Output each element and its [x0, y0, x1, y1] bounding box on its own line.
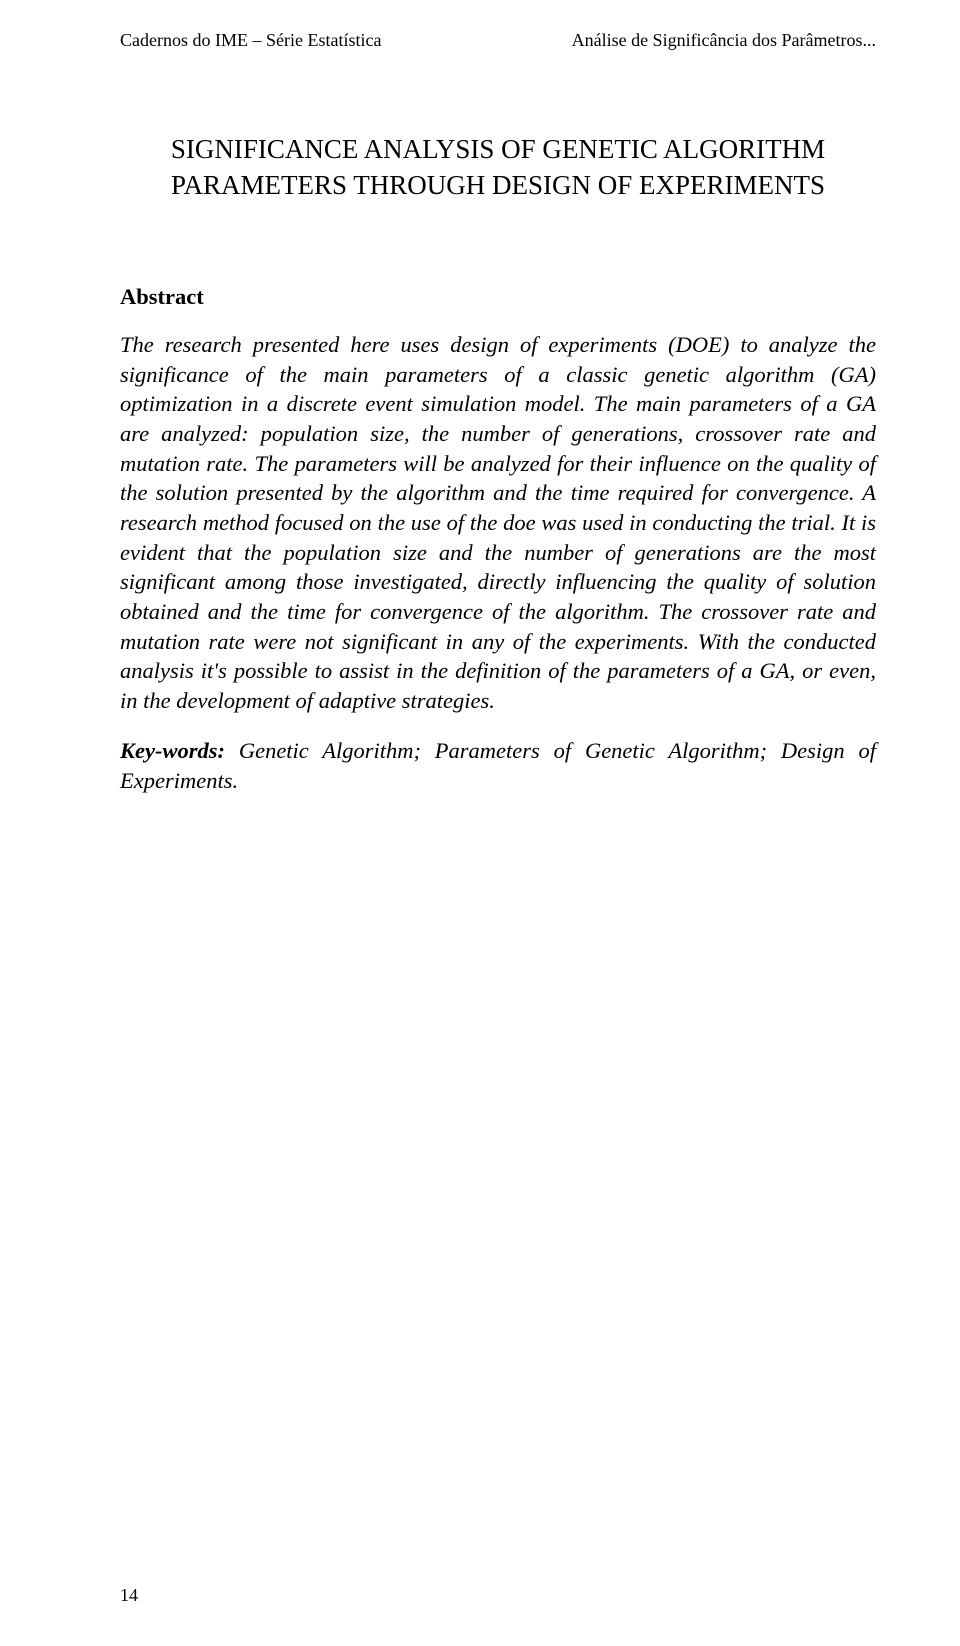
abstract-body: The research presented here uses design …	[120, 330, 876, 716]
page-number: 14	[120, 1585, 138, 1606]
keywords-label: Key-words:	[120, 738, 225, 763]
keywords-text: Genetic Algorithm; Parameters of Genetic…	[120, 738, 876, 793]
header-right: Análise de Significância dos Parâmetros.…	[572, 30, 876, 51]
running-header: Cadernos do IME – Série Estatística Anál…	[120, 30, 876, 51]
article-title: SIGNIFICANCE ANALYSIS OF GENETIC ALGORIT…	[120, 131, 876, 204]
abstract-heading: Abstract	[120, 284, 876, 310]
header-left: Cadernos do IME – Série Estatística	[120, 30, 381, 51]
page-container: Cadernos do IME – Série Estatística Anál…	[0, 0, 960, 1646]
keywords: Key-words: Genetic Algorithm; Parameters…	[120, 736, 876, 795]
